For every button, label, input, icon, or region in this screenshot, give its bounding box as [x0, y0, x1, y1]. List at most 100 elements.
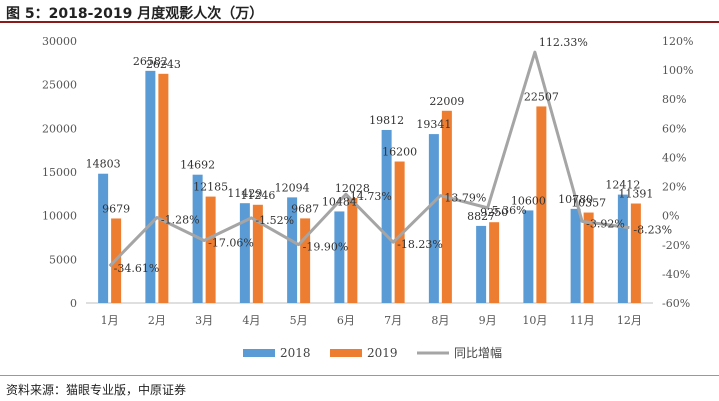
category-label: 10月 [522, 314, 547, 327]
bar-value-label: 14692 [180, 159, 215, 172]
category-label: 3月 [195, 314, 213, 327]
bar-value-label: 22009 [429, 95, 464, 108]
monthly-attendance-chart: 0 5000 10000 15000 20000 25000 30000 -60% -40% -2… [42, 35, 693, 360]
bar-value-label: 11246 [240, 189, 275, 202]
bar-2019 [630, 203, 641, 303]
legend-label: 2019 [367, 346, 398, 360]
bar-value-label: 10600 [511, 194, 546, 207]
bar-value-label: 12185 [193, 181, 228, 194]
bar-2018 [523, 210, 534, 303]
category-label: 4月 [242, 314, 260, 327]
bar-2019 [205, 196, 216, 303]
bar-2018 [476, 225, 487, 303]
bar-2018 [428, 134, 439, 303]
bar-2019 [536, 106, 547, 303]
category-label: 7月 [384, 314, 402, 327]
bar-value-label: 26243 [146, 58, 181, 71]
bar-value-label: 14803 [86, 158, 121, 171]
growth-value-label: -18.23% [397, 238, 443, 251]
bar-value-label: 10357 [571, 197, 606, 210]
growth-value-label: 14.73% [350, 190, 392, 203]
category-label: 1月 [101, 314, 119, 327]
right-tick-label: -60% [662, 297, 690, 310]
right-tick-label: 40% [662, 151, 686, 164]
bar-value-label: 8827 [467, 210, 495, 223]
category-label: 12月 [617, 314, 642, 327]
bar-value-label: 11391 [618, 188, 653, 201]
figure-title: 图 5：2018-2019 月度观影人次（万） [6, 6, 264, 22]
left-tick-label: 30000 [42, 35, 77, 48]
category-label: 6月 [337, 314, 355, 327]
bar-2018 [381, 129, 392, 303]
right-tick-label: 0% [662, 210, 679, 223]
left-tick-label: 20000 [42, 122, 77, 135]
bar-2019 [583, 212, 594, 303]
bar-2019 [158, 73, 169, 304]
bar-value-label: 19341 [416, 118, 451, 131]
bar-value-label: 9679 [102, 202, 130, 215]
growth-value-label: -1.28% [161, 214, 200, 227]
legend-swatch-2018 [243, 349, 275, 357]
growth-value-label: -3.92% [586, 217, 625, 230]
category-label: 11月 [570, 314, 595, 327]
bar-2019 [394, 161, 405, 303]
growth-value-label: 5.36% [492, 204, 527, 217]
source-divider [0, 375, 719, 376]
bar-2018 [570, 208, 581, 303]
legend-label: 同比增幅 [454, 345, 502, 360]
bar-value-label: 10780 [558, 193, 593, 206]
legend-label: 2018 [280, 346, 311, 360]
category-label: 9月 [479, 314, 497, 327]
growth-line-path [108, 50, 630, 268]
bar-value-label: 12094 [275, 181, 310, 194]
bar-2019 [300, 218, 311, 303]
growth-value-label: -19.90% [303, 241, 349, 254]
bar-value-label: 22507 [524, 90, 559, 103]
growth-value-label: -34.61% [114, 262, 160, 275]
left-tick-label: 0 [70, 297, 77, 310]
bar-value-label: 26582 [133, 55, 168, 68]
right-tick-label: 60% [662, 122, 686, 135]
bar-value-label: 9250 [480, 206, 508, 219]
right-tick-label: 80% [662, 93, 686, 106]
growth-value-label: -17.06% [208, 236, 254, 249]
bar-value-label: 11429 [227, 187, 262, 200]
bar-value-label: 12028 [335, 182, 370, 195]
bar-2018 [617, 194, 628, 303]
bar-2019 [489, 222, 500, 303]
bar-2019 [441, 110, 452, 304]
right-tick-label: 20% [662, 181, 686, 194]
data-labels: 14803 26582 14692 11429 12094 10484 19812 19341… [86, 36, 672, 275]
left-tick-label: 5000 [49, 253, 77, 266]
growth-value-label: 112.33% [539, 36, 588, 49]
category-label: 2月 [148, 314, 166, 327]
left-tick-label: 15000 [42, 166, 77, 179]
bar-value-label: 12412 [605, 179, 640, 192]
title-divider [0, 21, 719, 23]
growth-value-label: -1.52% [255, 214, 294, 227]
bar-2018 [145, 70, 156, 304]
bar-2018 [334, 211, 345, 303]
right-tick-label: 120% [662, 35, 693, 48]
legend-swatch-2019 [330, 349, 362, 357]
right-tick-label: -40% [662, 268, 690, 281]
category-label: 5月 [290, 314, 308, 327]
right-tick-label: 100% [662, 64, 693, 77]
bar-2019 [347, 197, 358, 303]
source-note: 资料来源：猫眼专业版，中原证券 [6, 383, 187, 397]
growth-line [108, 50, 630, 268]
bar-value-label: 9687 [291, 202, 319, 215]
chart-axes: 0 5000 10000 15000 20000 25000 30000 -60% -40% -2… [42, 35, 693, 327]
growth-value-label: 13.79% [444, 192, 486, 205]
bar-2018 [287, 197, 298, 303]
bar-value-label: 19812 [369, 114, 404, 127]
bar-2018 [239, 203, 250, 303]
left-tick-label: 10000 [42, 210, 77, 223]
left-tick-label: 25000 [42, 79, 77, 92]
bar-value-label: 16200 [382, 146, 417, 159]
right-tick-label: -20% [662, 239, 690, 252]
growth-value-label: -8.23% [633, 224, 672, 237]
bar-value-label: 10484 [322, 195, 357, 208]
bar-2018 [98, 173, 109, 303]
category-label: 8月 [431, 314, 449, 327]
